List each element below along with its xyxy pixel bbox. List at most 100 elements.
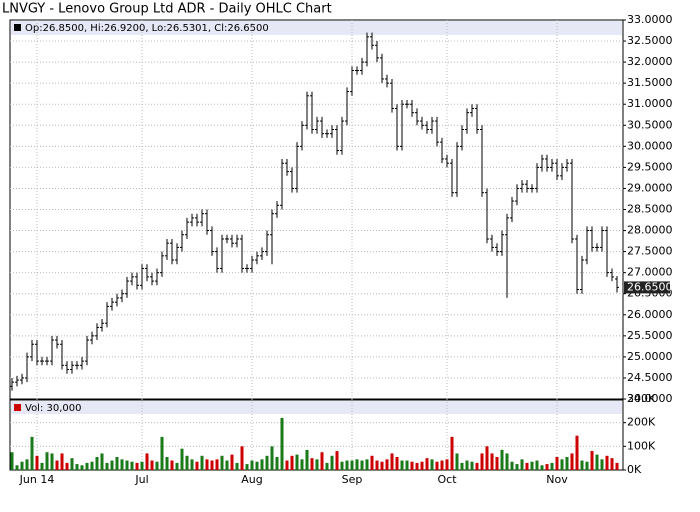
volume-bar [445, 459, 449, 470]
y-tick-label: 25.0000 [627, 350, 673, 363]
volume-bar [515, 464, 519, 470]
y-tick-label: 26.0000 [627, 308, 673, 321]
volume-bar [115, 456, 119, 470]
volume-bar [190, 459, 194, 470]
price-legend-box [11, 21, 622, 35]
volume-bar [455, 453, 459, 470]
y-tick-label: 24.0000 [627, 392, 673, 405]
volume-bar [570, 453, 574, 470]
price-legend-swatch [14, 24, 21, 31]
volume-bar [440, 460, 444, 470]
volume-bar [560, 459, 564, 470]
marks: 24.000024.500025.000025.500026.000026.50… [10, 13, 673, 486]
volume-bar [160, 436, 164, 470]
y-tick-label: 300K [627, 392, 656, 405]
volume-bar [555, 456, 559, 470]
y-tick-label: 27.0000 [627, 266, 673, 279]
volume-bar [125, 460, 129, 470]
y-tick-label: 32.0000 [627, 55, 673, 68]
volume-bar [545, 464, 549, 470]
volume-bar [400, 460, 404, 470]
volume-bar [320, 452, 324, 470]
volume-bar [35, 455, 39, 470]
volume-bar [330, 455, 334, 470]
volume-bar [595, 454, 599, 470]
volume-bar [415, 462, 419, 470]
volume-bar [490, 453, 494, 470]
x-tick-label: Sep [342, 473, 363, 486]
volume-bar [20, 461, 24, 470]
volume-bar [185, 455, 189, 470]
volume-bar [30, 436, 34, 470]
volume-bar [500, 449, 504, 470]
volume-bar [605, 455, 609, 470]
volume-bar [270, 446, 274, 470]
volume-bar [165, 456, 169, 470]
volume-bar [550, 462, 554, 470]
y-tick-label: 24.5000 [627, 371, 673, 384]
y-tick-label: 31.0000 [627, 97, 673, 110]
volume-bar [315, 459, 319, 470]
volume-bar [60, 453, 64, 470]
volume-bar [300, 459, 304, 470]
volume-bar [195, 461, 199, 470]
y-tick-label: 31.5000 [627, 76, 673, 89]
volume-bar [135, 462, 139, 470]
volume-bar [260, 459, 264, 470]
volume-bar [565, 456, 569, 470]
volume-bar [365, 459, 369, 470]
volume-bar [335, 451, 339, 470]
x-tick-label: Jul [134, 473, 148, 486]
volume-bar [255, 461, 259, 470]
volume-bar [95, 456, 99, 470]
volume-bar [310, 458, 314, 470]
y-tick-label: 33.0000 [627, 13, 673, 26]
volume-bar [395, 456, 399, 470]
volume-legend-swatch [14, 404, 21, 411]
volume-bar [325, 462, 329, 470]
volume-bar [410, 461, 414, 470]
volume-bar [120, 459, 124, 470]
y-tick-label: 29.0000 [627, 181, 673, 194]
volume-bar [150, 460, 154, 470]
volume-bar [405, 460, 409, 470]
volume-bar [10, 452, 14, 470]
volume-bar [495, 456, 499, 470]
volume-bar [265, 455, 269, 470]
volume-bar [575, 435, 579, 470]
volume-bar [460, 462, 464, 470]
volume-bar [610, 458, 614, 470]
volume-bar [65, 462, 69, 470]
volume-bar [470, 461, 474, 470]
volume-bar [245, 464, 249, 470]
volume-bar [425, 458, 429, 470]
volume-bar [485, 446, 489, 470]
y-tick-label: 29.5000 [627, 160, 673, 173]
volume-bar [535, 460, 539, 470]
volume-bar [130, 461, 134, 470]
y-tick-label: 27.5000 [627, 245, 673, 258]
y-tick-label: 200K [627, 416, 656, 429]
volume-bar [525, 462, 529, 470]
volume-bar [75, 464, 79, 470]
volume-bar [305, 449, 309, 470]
x-tick-label: Nov [546, 473, 568, 486]
y-tick-label: 28.5000 [627, 203, 673, 216]
volume-bar [290, 455, 294, 470]
volume-bar [110, 460, 114, 470]
chart-title: LNVGY - Lenovo Group Ltd ADR - Daily OHL… [2, 2, 332, 17]
x-tick-label: Aug [241, 473, 262, 486]
volume-bar [600, 459, 604, 470]
volume-bar [235, 462, 239, 470]
volume-bar [275, 456, 279, 470]
volume-bar [295, 454, 299, 470]
last-price-box [624, 281, 670, 294]
volume-bar [225, 460, 229, 470]
volume-bar [220, 455, 224, 470]
volume-bar [615, 462, 619, 470]
volume-bar [360, 460, 364, 470]
volume-legend: Vol: 30,000 [25, 403, 82, 414]
volume-bar [520, 459, 524, 470]
volume-bar [350, 460, 354, 470]
